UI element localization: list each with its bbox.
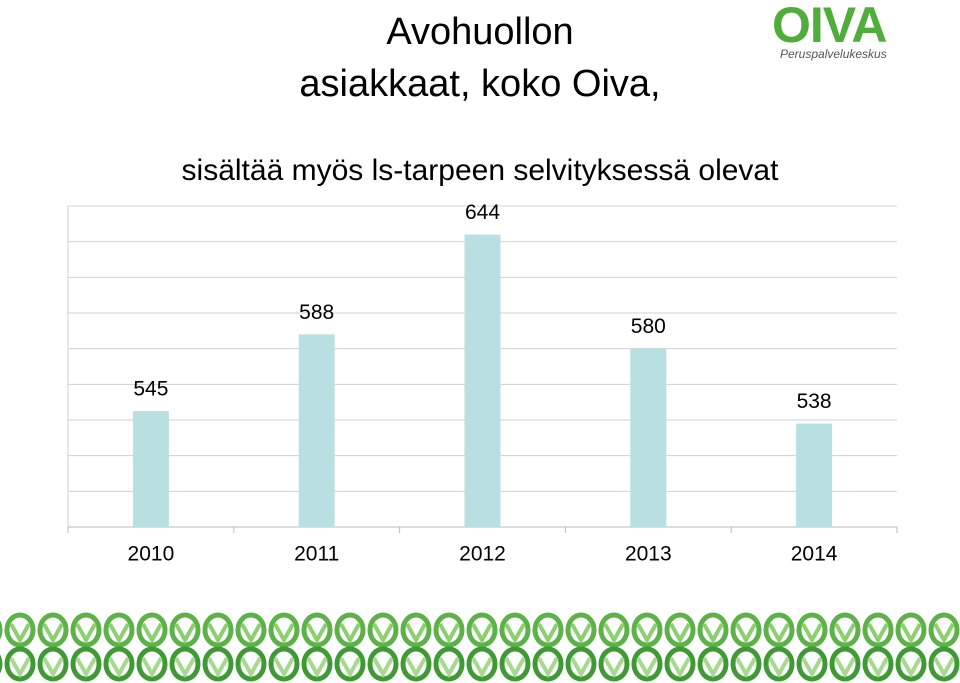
bar	[464, 234, 501, 528]
logo-subtitle: Peruspalvelukeskus	[780, 47, 887, 61]
x-tick-label: 2011	[294, 543, 339, 566]
value-label: 538	[797, 390, 832, 413]
value-label: 644	[465, 201, 500, 224]
value-label: 545	[133, 378, 168, 401]
bar	[796, 423, 833, 527]
value-label: 588	[299, 301, 334, 324]
value-label: 580	[631, 315, 666, 338]
x-tick-label: 2013	[625, 543, 672, 566]
logo: OIVA	[772, 0, 888, 53]
x-tick-label: 2010	[128, 543, 175, 566]
x-tick-label: 2012	[459, 543, 506, 566]
chart-subtitle: sisältää myös ls-tarpeen selvityksessä o…	[181, 154, 779, 187]
bar	[298, 334, 335, 527]
chart-title: Avohuollon asiakkaat, koko Oiva,	[299, 11, 661, 105]
bar	[630, 348, 667, 527]
decorative-band	[0, 612, 960, 683]
bar	[132, 411, 169, 527]
x-tick-label: 2014	[791, 543, 838, 566]
